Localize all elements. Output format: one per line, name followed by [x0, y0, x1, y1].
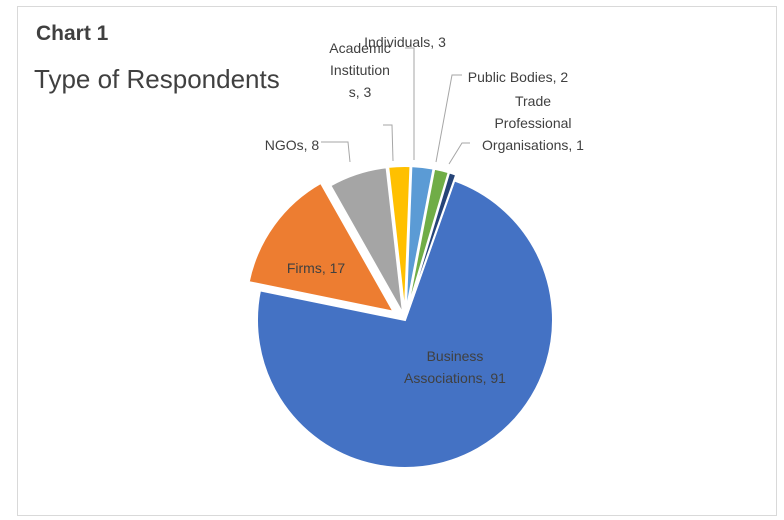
data-label: Individuals, 3 [364, 34, 446, 50]
data-label: Trade Professional Organisations, 1 [482, 93, 584, 153]
leader-line [405, 47, 415, 160]
data-label: NGOs, 8 [265, 137, 320, 153]
leader-line [321, 141, 351, 163]
leader-line [448, 142, 470, 165]
pie-slice-firms [247, 181, 396, 314]
chart-number: Chart 1 [36, 22, 109, 45]
data-label: Business Associations, 91 [404, 348, 506, 386]
pie-slice-trade-professional-organisations [405, 171, 458, 315]
data-label: Public Bodies, 2 [468, 69, 569, 85]
pie-slice-business-associations [256, 179, 554, 469]
leader-line [383, 124, 394, 162]
pie-slice-ngos [328, 166, 405, 315]
data-label: Firms, 17 [287, 260, 346, 276]
leader-line [435, 74, 462, 163]
chart-title: Type of Respondents [34, 64, 280, 94]
data-label: Academic Institution s, 3 [329, 40, 390, 100]
